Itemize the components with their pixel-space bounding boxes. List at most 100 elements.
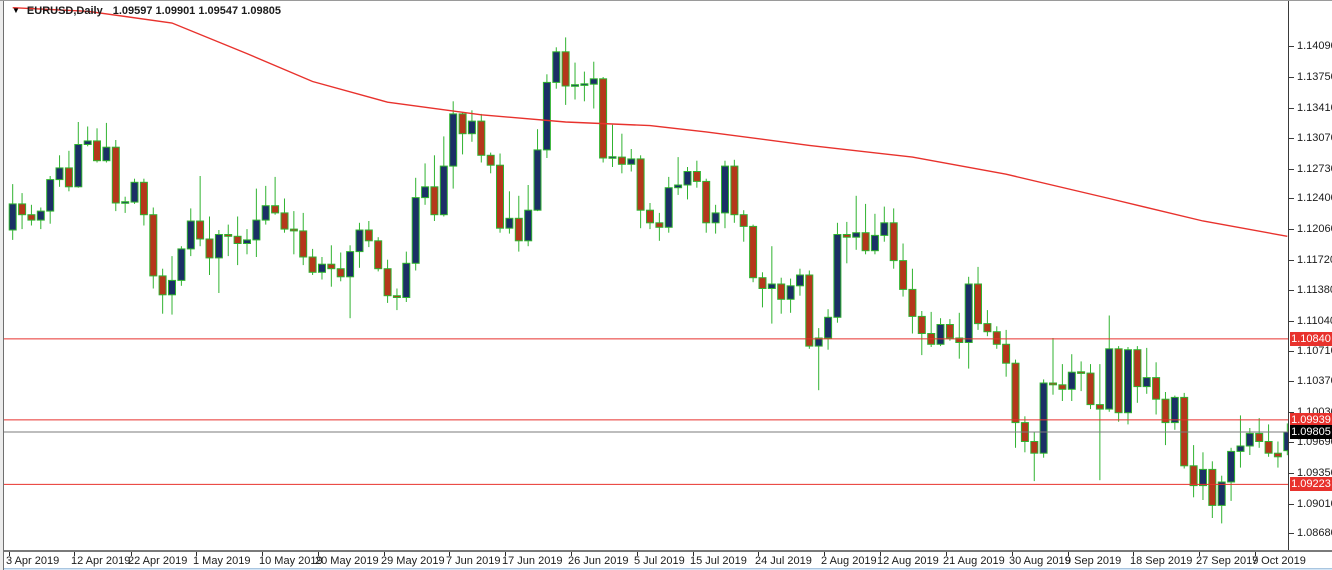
candle: [196, 176, 205, 247]
candle: [561, 37, 570, 105]
candle-body: [1011, 362, 1020, 424]
candle: [974, 266, 982, 330]
candle-body: [402, 262, 411, 298]
candle: [674, 157, 683, 195]
time-axis-tick: [74, 552, 75, 556]
price-axis-tick: [1289, 229, 1294, 230]
candle: [299, 212, 308, 266]
candle-body: [646, 209, 654, 224]
price-axis-tick: [1289, 321, 1294, 322]
candle-body: [496, 164, 504, 229]
candle-body: [486, 154, 495, 166]
candle-body: [1030, 441, 1039, 454]
candle-body: [224, 234, 233, 237]
candle-body: [974, 283, 982, 325]
price-axis[interactable]: 1.14090 1.13750 1.13410 1.13070 1.12730 1.124…: [1288, 1, 1332, 550]
price-axis-tick: [1289, 77, 1294, 78]
candle-body: [439, 165, 448, 216]
candle-body: [571, 84, 579, 87]
candle: [1273, 441, 1282, 468]
candle-body: [55, 167, 64, 181]
candle: [927, 311, 936, 347]
candle: [411, 177, 420, 271]
candle: [27, 204, 36, 226]
candle: [1161, 392, 1170, 446]
current-price-label: 1.09805: [1290, 425, 1332, 439]
candle-body: [318, 263, 326, 273]
price-axis-tick: [1289, 46, 1294, 47]
price-axis-tick: [1289, 290, 1294, 291]
symbol-dropdown-icon[interactable]: ▼: [12, 6, 20, 15]
candle-body: [589, 78, 598, 85]
candle-body: [702, 180, 711, 224]
candle-body: [1124, 349, 1132, 414]
candle-body: [636, 158, 645, 211]
time-axis-tick: [384, 552, 385, 556]
time-axis-label: 18 Sep 2019: [1130, 555, 1193, 567]
price-axis-tick: [1289, 169, 1294, 170]
candle-body: [46, 179, 55, 212]
candle-body: [139, 181, 148, 216]
candle: [93, 128, 101, 163]
candle: [608, 124, 617, 167]
candle-body: [130, 181, 139, 203]
candle: [767, 246, 776, 324]
candle: [1189, 445, 1198, 498]
candle: [936, 318, 945, 347]
price-chart-plot[interactable]: ▼ EURUSD,Daily 1.09597 1.09901 1.09547 1.0…: [4, 1, 1292, 550]
candle-body: [252, 219, 261, 241]
candle: [1011, 359, 1020, 448]
candle: [8, 184, 17, 240]
candle-body: [1142, 377, 1151, 388]
candle: [46, 176, 55, 224]
bottom-panel-strip: [0, 568, 1332, 570]
price-axis-label: 1.11040: [1297, 315, 1332, 327]
time-axis-label: 3 Apr 2019: [6, 555, 60, 567]
candle: [739, 210, 748, 242]
candle-body: [870, 234, 879, 252]
candle: [214, 230, 223, 293]
candle: [346, 245, 355, 319]
candle: [430, 155, 439, 221]
time-axis-tick: [824, 552, 825, 556]
candle-body: [421, 186, 430, 199]
candle: [1105, 315, 1114, 412]
candle-body: [27, 214, 36, 221]
time-axis[interactable]: 3 Apr 2019 12 Apr 2019 22 Apr 2019 1 May 20…: [0, 550, 1332, 568]
candle: [1077, 361, 1086, 392]
candle: [524, 185, 533, 247]
candle-body: [655, 222, 664, 228]
candle-body: [1049, 382, 1057, 386]
time-axis-label: 26 Jun 2019: [568, 555, 629, 567]
candle-body: [711, 212, 720, 224]
candle-body: [692, 171, 701, 182]
candle-body: [1264, 441, 1273, 454]
candle-body: [739, 214, 748, 227]
time-axis-label: 15 Jul 2019: [690, 555, 747, 567]
candle: [64, 150, 73, 192]
candle-body: [1077, 371, 1086, 374]
candle-body: [852, 232, 861, 238]
candle: [1133, 346, 1142, 403]
candle-body: [796, 274, 804, 287]
time-axis-tick: [1012, 552, 1013, 556]
candle: [449, 101, 458, 189]
candle-body: [1170, 396, 1179, 424]
candle: [627, 149, 636, 172]
candle-body: [983, 323, 992, 333]
candle-body: [861, 232, 870, 252]
candle: [983, 310, 992, 337]
time-axis-label: 22 Apr 2019: [128, 555, 188, 567]
price-axis-label: 1.11380: [1297, 284, 1332, 296]
candle-body: [1245, 432, 1254, 447]
candle: [364, 221, 373, 248]
candle: [711, 204, 720, 234]
moving-average-line: [12, 7, 1288, 237]
candle: [533, 129, 542, 212]
time-axis-label: 7 Oct 2019: [1252, 555, 1306, 567]
time-axis-tick: [1068, 552, 1069, 556]
candle: [149, 207, 158, 289]
candle: [168, 256, 176, 315]
price-axis-tick: [1289, 442, 1294, 443]
candle: [130, 178, 139, 204]
